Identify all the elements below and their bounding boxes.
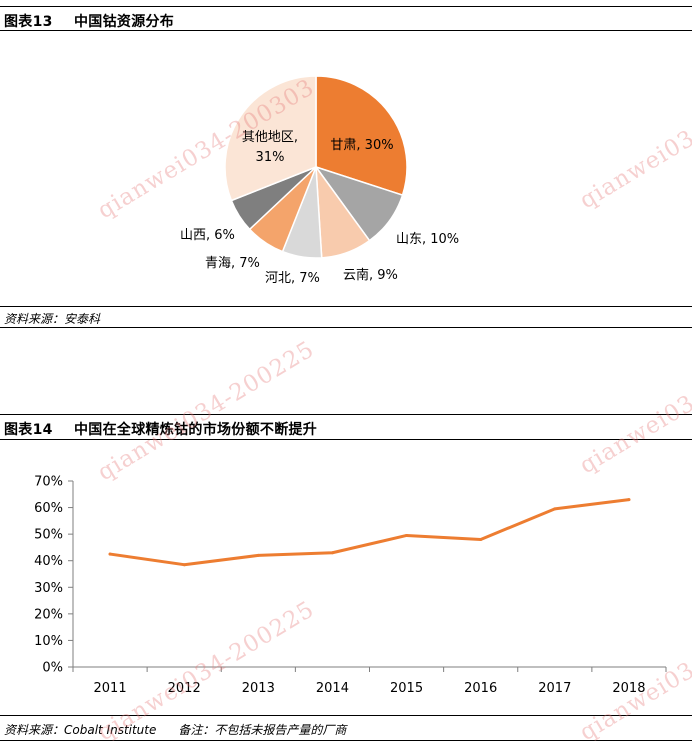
figure13-title-text: 中国钴资源分布 [74, 14, 175, 30]
pie-label-6: 山西, 6% [180, 228, 235, 243]
x-tick-label: 2013 [242, 681, 275, 696]
y-tick-label: 70% [34, 475, 63, 490]
figure14-title-rule [0, 439, 692, 440]
figure13-title: 图表13 中国钴资源分布 [4, 11, 174, 31]
y-tick-label: 50% [34, 528, 63, 543]
pie-label-4: 河北, 7% [265, 271, 320, 286]
figure13-source-rule [0, 306, 692, 307]
figure14-number: 图表14 [4, 422, 53, 438]
data-point [553, 507, 557, 511]
x-tick-label: 2015 [390, 681, 423, 696]
data-point [182, 563, 186, 567]
x-tick-label: 2012 [168, 681, 201, 696]
x-tick-label: 2017 [538, 681, 571, 696]
line-chart: 0% 10% 20% 30% 40% 50% 60% 70% 2011 2012 2013 2014 2… [34, 475, 667, 696]
pie-label-3: 云南, 9% [343, 267, 398, 283]
figure14-note: 备注：不包括未报告产量的厂商 [178, 723, 347, 737]
pie-label-1: 甘肃, 30% [330, 138, 393, 153]
x-tick-label: 2018 [612, 681, 645, 696]
figure14-top-rule [0, 414, 692, 415]
y-tick-label: 20% [34, 607, 63, 622]
figure14-bottom-rule [0, 740, 692, 741]
pie-label-5: 青海, 7% [205, 256, 260, 271]
figure13-source: 资料来源：安泰科 [4, 312, 101, 326]
data-point [627, 498, 631, 502]
pie-slice-1 [315, 75, 408, 197]
figure14-source-rule [0, 715, 692, 716]
y-tick-label: 0% [42, 661, 63, 676]
x-tick-label: 2011 [94, 681, 127, 696]
data-point [330, 551, 334, 555]
pie-label-2: 山东, 10% [396, 232, 459, 247]
y-tick-label: 10% [34, 634, 63, 649]
y-tick-label: 40% [34, 554, 63, 569]
data-point [405, 533, 409, 537]
x-tick-label: 2014 [316, 681, 349, 696]
x-tick-label: 2016 [464, 681, 497, 696]
series-line-1 [108, 498, 631, 567]
figure14-source: 资料来源：Cobalt Institute 备注：不包括未报告产量的厂商 [4, 721, 346, 738]
figure14-title: 图表14 中国在全球精炼钴的市场份额不断提升 [4, 419, 317, 439]
data-point [479, 537, 483, 541]
data-point [256, 553, 260, 557]
data-point [108, 552, 112, 556]
figure13-number: 图表13 [4, 14, 53, 30]
pie-chart: 甘肃, 30% 山东, 10% 云南, 9% 河北, 7% 青海, 7% 山西, 6% 其他… [180, 75, 459, 286]
figure13-title-rule [0, 30, 692, 31]
pie-label-7: 其他地区, 31% [242, 130, 298, 165]
y-tick-label: 60% [34, 501, 63, 516]
y-tick-label: 30% [34, 581, 63, 596]
figure13-bottom-rule [0, 327, 692, 328]
pie-slice-7 [224, 75, 317, 202]
figure14-source-text: 资料来源：Cobalt Institute [4, 723, 157, 737]
figure14-title-text: 中国在全球精炼钴的市场份额不断提升 [74, 422, 318, 438]
top-rule [0, 6, 692, 7]
